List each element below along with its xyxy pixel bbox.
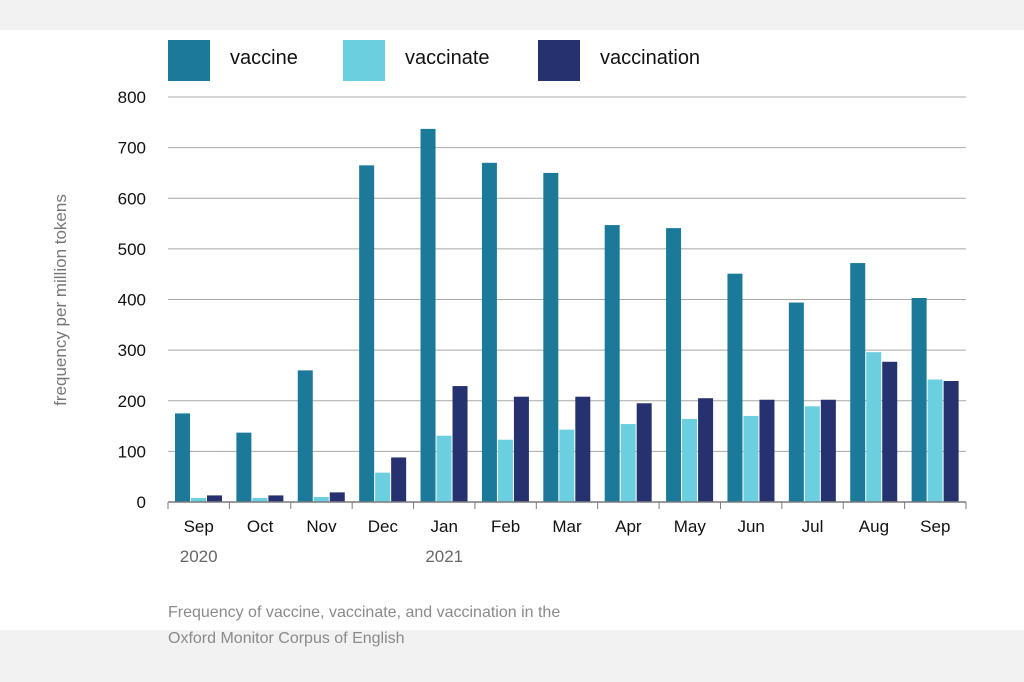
legend-swatch-vaccine xyxy=(168,40,210,81)
y-tick-label: 200 xyxy=(118,392,146,411)
legend-label-vaccination: vaccination xyxy=(600,47,700,69)
caption-line-1: Frequency of vaccine, vaccinate, and vac… xyxy=(168,604,561,621)
bar-vaccinate xyxy=(743,415,759,502)
x-tick-label: Apr xyxy=(615,517,642,536)
bar-vaccination xyxy=(820,399,836,502)
y-tick-label: 400 xyxy=(118,291,146,310)
legend-label-vaccine: vaccine xyxy=(230,47,298,69)
bar-vaccination xyxy=(329,492,345,502)
bar-vaccination xyxy=(513,396,529,502)
x-tick-label: Jan xyxy=(431,517,458,536)
bar-vaccination xyxy=(575,396,591,502)
bar-vaccination xyxy=(452,386,468,502)
bar-vaccinate xyxy=(682,418,698,502)
bar-vaccinate xyxy=(191,497,206,502)
x-tick-label: Feb xyxy=(491,517,520,536)
legend-swatch-vaccination xyxy=(538,40,580,81)
bar-vaccinate xyxy=(559,429,575,502)
x-tick-label: Sep xyxy=(184,517,214,536)
y-tick-label: 600 xyxy=(118,189,146,208)
y-tick-label: 300 xyxy=(118,341,146,360)
year-label: 2021 xyxy=(425,547,463,566)
bar-vaccination xyxy=(943,381,959,502)
bar-vaccination xyxy=(207,495,222,502)
bar-vaccination xyxy=(636,403,652,502)
chart: 0 100 200 300 400 500 600 700 800 Sep Oct Nov Dec Jan… xyxy=(51,40,967,566)
x-tick-label: Jul xyxy=(802,517,824,536)
bar-vaccine xyxy=(236,432,252,502)
y-tick-label: 700 xyxy=(118,139,146,158)
caption-line-2: Oxford Monitor Corpus of English xyxy=(168,630,405,647)
bar-vaccine xyxy=(604,225,620,503)
y-tick-label: 0 xyxy=(137,493,146,512)
bar-vaccine xyxy=(359,165,375,502)
y-tick-label: 100 xyxy=(118,442,146,461)
x-tick-label: Nov xyxy=(306,517,337,536)
bar-vaccine xyxy=(175,413,190,502)
x-tick-label: May xyxy=(674,517,707,536)
bar-vaccination xyxy=(698,398,714,502)
bar-vaccination xyxy=(882,361,898,502)
y-axis-label: frequency per million tokens xyxy=(51,194,70,406)
bar-vaccinate xyxy=(252,497,268,502)
year-label: 2020 xyxy=(180,547,218,566)
bar-vaccinate xyxy=(497,439,513,502)
bar-vaccinate xyxy=(375,472,391,502)
legend-swatch-vaccinate xyxy=(343,40,385,81)
chart-card: 0 100 200 300 400 500 600 700 800 Sep Oct Nov Dec Jan… xyxy=(0,30,1024,630)
bar-vaccine xyxy=(543,172,559,502)
x-tick-label: Jun xyxy=(737,517,764,536)
bar-vaccinate xyxy=(620,424,636,502)
bar-vaccine xyxy=(420,128,436,503)
x-tick-label: Sep xyxy=(920,517,950,536)
x-tick-label: Mar xyxy=(552,517,582,536)
bar-vaccinate xyxy=(927,379,943,502)
bar-vaccine xyxy=(911,297,927,502)
legend-label-vaccinate: vaccinate xyxy=(405,47,490,69)
bar-vaccination xyxy=(391,457,407,502)
bar-vaccine xyxy=(788,302,804,502)
bar-vaccine xyxy=(297,370,313,502)
bar-vaccinate xyxy=(436,435,452,502)
axes: 0 100 200 300 400 500 600 700 800 Sep Oct Nov Dec Jan… xyxy=(118,88,967,566)
bar-vaccine xyxy=(850,263,866,502)
bar-vaccinate xyxy=(866,352,882,502)
chart-caption: Frequency of vaccine, vaccinate, and vac… xyxy=(168,600,688,652)
bar-vaccinate xyxy=(804,406,820,502)
bar-vaccine xyxy=(666,228,682,502)
x-tick-label: Dec xyxy=(368,517,399,536)
grid xyxy=(168,96,966,452)
bar-vaccination xyxy=(759,399,775,502)
bar-vaccination xyxy=(268,495,284,502)
bar-vaccinate xyxy=(313,496,329,502)
bar-vaccine xyxy=(727,273,743,502)
y-tick-label: 800 xyxy=(118,88,146,107)
y-tick-label: 500 xyxy=(118,240,146,259)
bars xyxy=(175,128,959,503)
bar-vaccine xyxy=(481,162,497,502)
x-tick-label: Oct xyxy=(247,517,274,536)
legend: vaccine vaccinate vaccination xyxy=(168,40,700,81)
x-tick-label: Aug xyxy=(859,517,889,536)
